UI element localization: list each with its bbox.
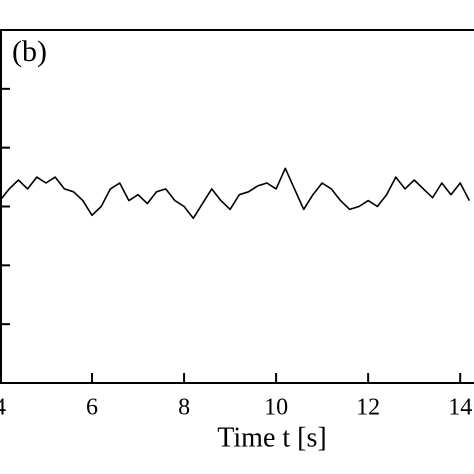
x-tick-label: 12 (356, 395, 380, 421)
plot-frame (0, 29, 474, 384)
x-axis-label: Time t [s] (217, 422, 326, 453)
data-line (0, 167, 471, 220)
panel-label: (b) (12, 35, 47, 68)
x-tick-label: 6 (86, 395, 98, 421)
x-tick-label: 14 (448, 395, 472, 421)
x-tick-label: 10 (264, 395, 288, 421)
x-tick-label: 8 (178, 395, 190, 421)
x-tick-label: 4 (0, 395, 6, 421)
